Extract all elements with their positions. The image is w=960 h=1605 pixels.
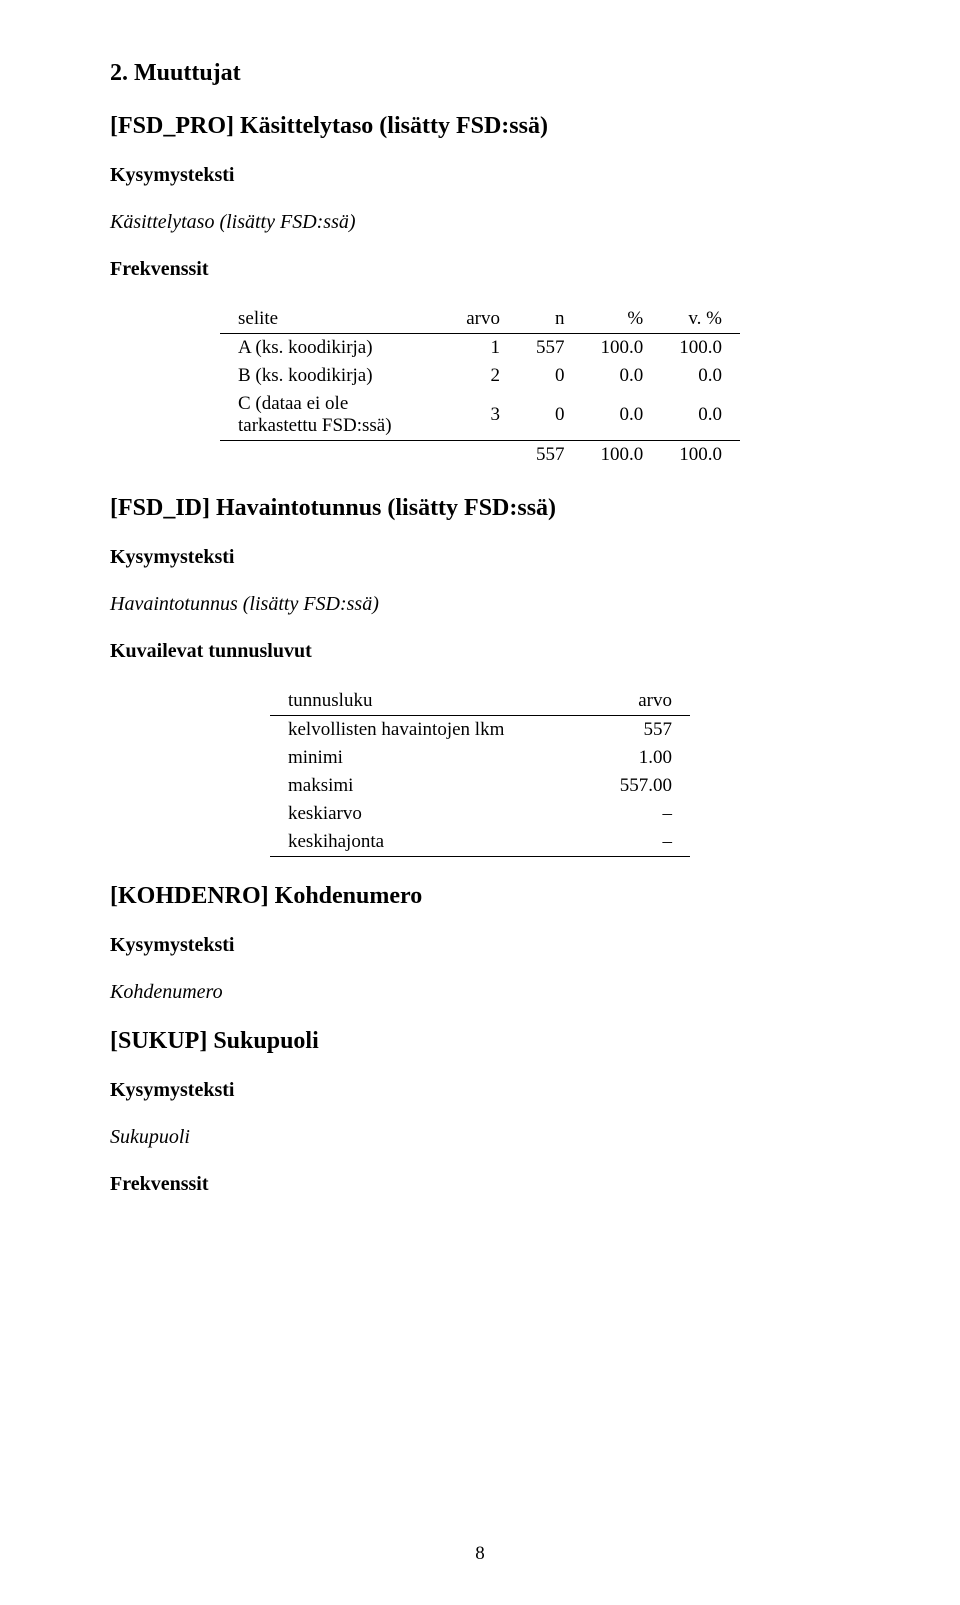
table-total-row: 557 100.0 100.0 xyxy=(220,441,740,470)
cell: 100.0 xyxy=(661,441,740,470)
cell: 0.0 xyxy=(661,390,740,441)
page-number: 8 xyxy=(0,1543,960,1565)
cell: B (ks. koodikirja) xyxy=(220,362,448,390)
cell: maksimi xyxy=(270,772,581,800)
page: 2. Muuttujat [FSD_PRO] Käsittelytaso (li… xyxy=(0,0,960,1605)
variable-heading-sukup: [SUKUP] Sukupuoli xyxy=(110,1028,850,1055)
table-row: minimi 1.00 xyxy=(270,744,690,772)
question-text: Havaintotunnus (lisätty FSD:ssä) xyxy=(110,593,850,616)
table-row: keskiarvo – xyxy=(270,800,690,828)
cell: 0 xyxy=(518,390,583,441)
cell: 1 xyxy=(448,334,518,363)
cell: 0.0 xyxy=(583,362,662,390)
cell: minimi xyxy=(270,744,581,772)
cell: 3 xyxy=(448,390,518,441)
cell: 0.0 xyxy=(583,390,662,441)
table-header-row: tunnusluku arvo xyxy=(270,687,690,716)
subheading-kysymysteksti: Kysymysteksti xyxy=(110,934,850,957)
stats-table: tunnusluku arvo kelvollisten havaintojen… xyxy=(270,687,690,857)
col-selite: selite xyxy=(220,305,448,334)
cell: 2 xyxy=(448,362,518,390)
table-row: C (dataa ei ole tarkastettu FSD:ssä) 3 0… xyxy=(220,390,740,441)
col-arvo: arvo xyxy=(448,305,518,334)
question-text: Käsittelytaso (lisätty FSD:ssä) xyxy=(110,211,850,234)
frequency-table: selite arvo n % v. % A (ks. koodikirja) … xyxy=(220,305,740,469)
cell: 557 xyxy=(518,334,583,363)
subheading-kuvailevat: Kuvailevat tunnusluvut xyxy=(110,640,850,663)
cell: 557 xyxy=(518,441,583,470)
question-text: Kohdenumero xyxy=(110,981,850,1004)
subheading-frekvenssit: Frekvenssit xyxy=(110,1173,850,1196)
cell xyxy=(220,441,448,470)
cell: – xyxy=(581,800,690,828)
table-header-row: selite arvo n % v. % xyxy=(220,305,740,334)
question-text: Sukupuoli xyxy=(110,1126,850,1149)
cell: 100.0 xyxy=(583,441,662,470)
cell: – xyxy=(581,828,690,857)
cell: 1.00 xyxy=(581,744,690,772)
cell: 0.0 xyxy=(661,362,740,390)
subheading-kysymysteksti: Kysymysteksti xyxy=(110,546,850,569)
table-row: A (ks. koodikirja) 1 557 100.0 100.0 xyxy=(220,334,740,363)
cell: 0 xyxy=(518,362,583,390)
cell: keskihajonta xyxy=(270,828,581,857)
table-row: keskihajonta – xyxy=(270,828,690,857)
cell: 557.00 xyxy=(581,772,690,800)
variable-heading-fsd-id: [FSD_ID] Havaintotunnus (lisätty FSD:ssä… xyxy=(110,495,850,522)
cell: 100.0 xyxy=(583,334,662,363)
col-arvo: arvo xyxy=(581,687,690,716)
variable-heading-fsd-pro: [FSD_PRO] Käsittelytaso (lisätty FSD:ssä… xyxy=(110,113,850,140)
cell: A (ks. koodikirja) xyxy=(220,334,448,363)
col-n: n xyxy=(518,305,583,334)
col-tunnusluku: tunnusluku xyxy=(270,687,581,716)
cell: 100.0 xyxy=(661,334,740,363)
table-row: maksimi 557.00 xyxy=(270,772,690,800)
col-pct: % xyxy=(583,305,662,334)
table-row: B (ks. koodikirja) 2 0 0.0 0.0 xyxy=(220,362,740,390)
table-row: kelvollisten havaintojen lkm 557 xyxy=(270,716,690,745)
variable-heading-kohdenro: [KOHDENRO] Kohdenumero xyxy=(110,883,850,910)
cell: 557 xyxy=(581,716,690,745)
cell: kelvollisten havaintojen lkm xyxy=(270,716,581,745)
cell xyxy=(448,441,518,470)
subheading-frekvenssit: Frekvenssit xyxy=(110,258,850,281)
section-heading: 2. Muuttujat xyxy=(110,60,850,87)
subheading-kysymysteksti: Kysymysteksti xyxy=(110,1079,850,1102)
col-vpct: v. % xyxy=(661,305,740,334)
cell: keskiarvo xyxy=(270,800,581,828)
cell: C (dataa ei ole tarkastettu FSD:ssä) xyxy=(220,390,448,441)
subheading-kysymysteksti: Kysymysteksti xyxy=(110,164,850,187)
